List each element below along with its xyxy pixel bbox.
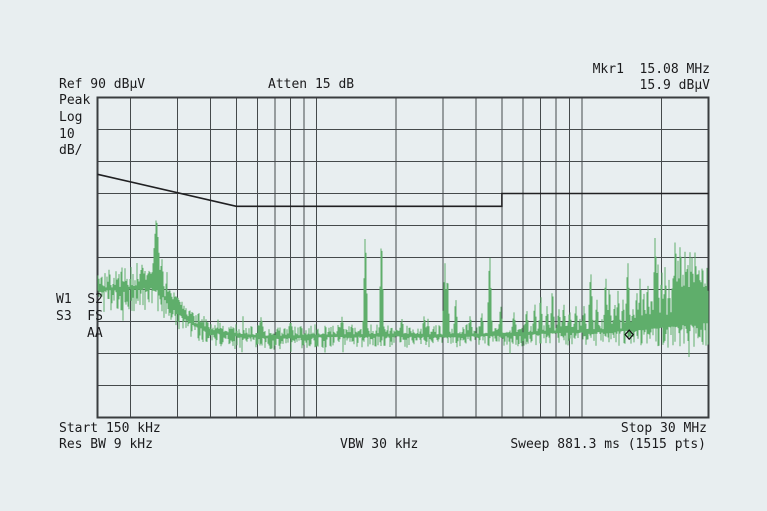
atten-label: Atten 15 dB: [268, 77, 355, 92]
trace-flags-line1: W1 S2: [56, 292, 103, 307]
trace-flags-line3: AA: [87, 326, 103, 341]
limit-line: [97, 173, 709, 208]
marker-freq-readout: Mkr1 15.08 MHz: [592, 62, 710, 77]
graticule: [97, 97, 709, 418]
trace1: [97, 220, 709, 357]
detector-label: Peak: [59, 93, 91, 108]
scale-unit-label: dB/: [59, 143, 83, 158]
sweep-label: Sweep 881.3 ms (1515 pts): [510, 437, 706, 452]
trace-flags-line2: S3 FS: [56, 309, 103, 324]
stop-freq-label: Stop 30 MHz: [620, 421, 707, 436]
marker-level-readout: 15.9 dBμV: [639, 78, 710, 93]
scale-type-label: Log: [59, 110, 83, 125]
scale-value-label: 10: [59, 127, 75, 142]
graticule-border: [96, 96, 710, 419]
marker1-diamond: [624, 329, 635, 341]
vbw-label: VBW 30 kHz: [340, 437, 419, 452]
start-freq-label: Start 150 kHz: [59, 421, 161, 436]
ref-level-label: Ref 90 dBμV: [59, 77, 146, 92]
res-bw-label: Res BW 9 kHz: [59, 437, 153, 452]
